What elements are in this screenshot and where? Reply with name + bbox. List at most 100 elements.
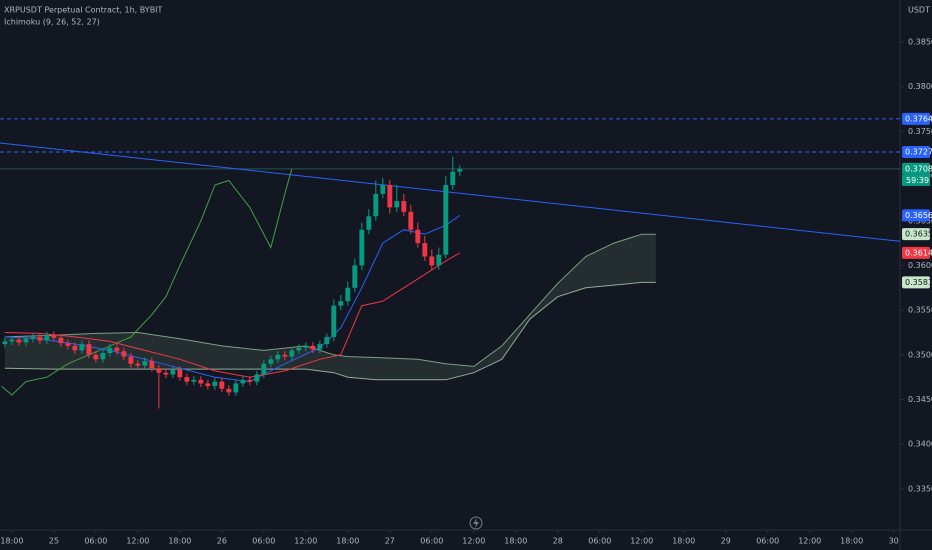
candle-body [23,338,29,343]
price-label: 0.3614 [905,248,932,257]
candle-body [156,368,162,373]
candle-body [226,388,232,393]
x-tick-label: 06:00 [84,537,107,546]
candle-body [415,229,421,244]
price-label: 0.3727 [905,147,932,156]
candle-body [317,344,323,350]
candle-body [282,354,288,357]
x-tick-label: 06:00 [588,537,611,546]
base-line [4,252,461,378]
candle-body [51,335,57,338]
chart-title: XRPUSDT Perpetual Contract, 1h, BYBIT [4,6,163,15]
price-label-bg [902,162,930,175]
price-label: 0.3581 [905,278,932,287]
candle-body [135,363,141,366]
x-tick-label: 06:00 [756,537,779,546]
x-tick-label: 18:00 [504,537,527,546]
x-tick-label: 18:00 [336,537,359,546]
price-label: 0.3764 [905,114,932,123]
candle-body [254,374,260,382]
countdown: 59:39 [906,176,929,185]
candle-body [121,351,127,357]
candle-body [16,339,22,343]
price-label-bg [902,228,930,241]
x-tick-label: 25 [49,537,59,546]
candle-body [198,379,204,384]
candle-body [2,341,8,345]
trend-line [0,142,901,242]
candle-body [443,185,449,255]
x-tick-label: 06:00 [252,537,275,546]
candle-body [163,372,169,375]
y-tick-label: 0.3850 [908,38,932,47]
candle-body [387,185,393,208]
lagging-span [1,168,293,396]
candle-body [310,345,316,350]
candle-body [331,305,337,337]
candle-body [247,379,253,382]
cloud-fill [4,234,656,380]
candle-body [149,361,155,369]
x-tick-label: 18:00 [168,537,191,546]
candle-body [394,201,400,208]
candle-body [114,347,120,352]
price-label-bg [902,246,930,259]
candle-body [457,168,463,172]
x-tick-label: 12:00 [462,537,485,546]
candle-body [79,344,85,351]
candle-body [177,370,183,378]
x-tick-label: 12:00 [630,537,653,546]
replay-icon[interactable] [469,516,483,530]
x-tick-label: 30 [889,537,899,546]
plot-area [0,118,901,409]
candle-body [240,379,246,384]
candle-body [359,229,365,266]
candle-body [352,265,358,288]
price-label: 0.3656 [905,211,932,220]
x-tick-label: 06:00 [420,537,443,546]
icon-ring[interactable] [469,516,483,530]
candle-body [450,171,456,186]
candle-body [107,347,113,354]
candle-body [9,339,15,342]
cloud-span-a [4,233,656,367]
candle-body [44,335,50,341]
candle-body [289,350,295,357]
price-label: 0.3635 [905,230,932,239]
candle-body [345,287,351,302]
candle-body [275,354,281,360]
price-label-bg [902,112,930,125]
candle-body [184,377,190,382]
candle-body [72,345,78,351]
candle-body [324,336,330,345]
candle-body [429,256,435,266]
candle-body [436,254,442,266]
x-tick-label: 29 [721,537,731,546]
x-tick-label: 12:00 [126,537,149,546]
candle-body [86,344,92,355]
x-tick-label: 27 [385,537,395,546]
icon-bolt[interactable] [473,518,479,528]
price-label-bg [902,209,930,222]
candle-body [191,379,197,382]
countdown-bg [902,174,930,186]
candle-body [408,211,414,230]
x-tick-label: 12:00 [294,537,317,546]
candle-body [142,361,148,366]
candle-body [261,363,267,375]
axis-unit: USDT [908,6,930,15]
candle-body [401,201,407,212]
candle-body [93,354,99,360]
x-tick-label: 18:00 [840,537,863,546]
candle-body [296,347,302,351]
candle-body [37,336,43,341]
x-tick-label: 18:00 [0,537,23,546]
